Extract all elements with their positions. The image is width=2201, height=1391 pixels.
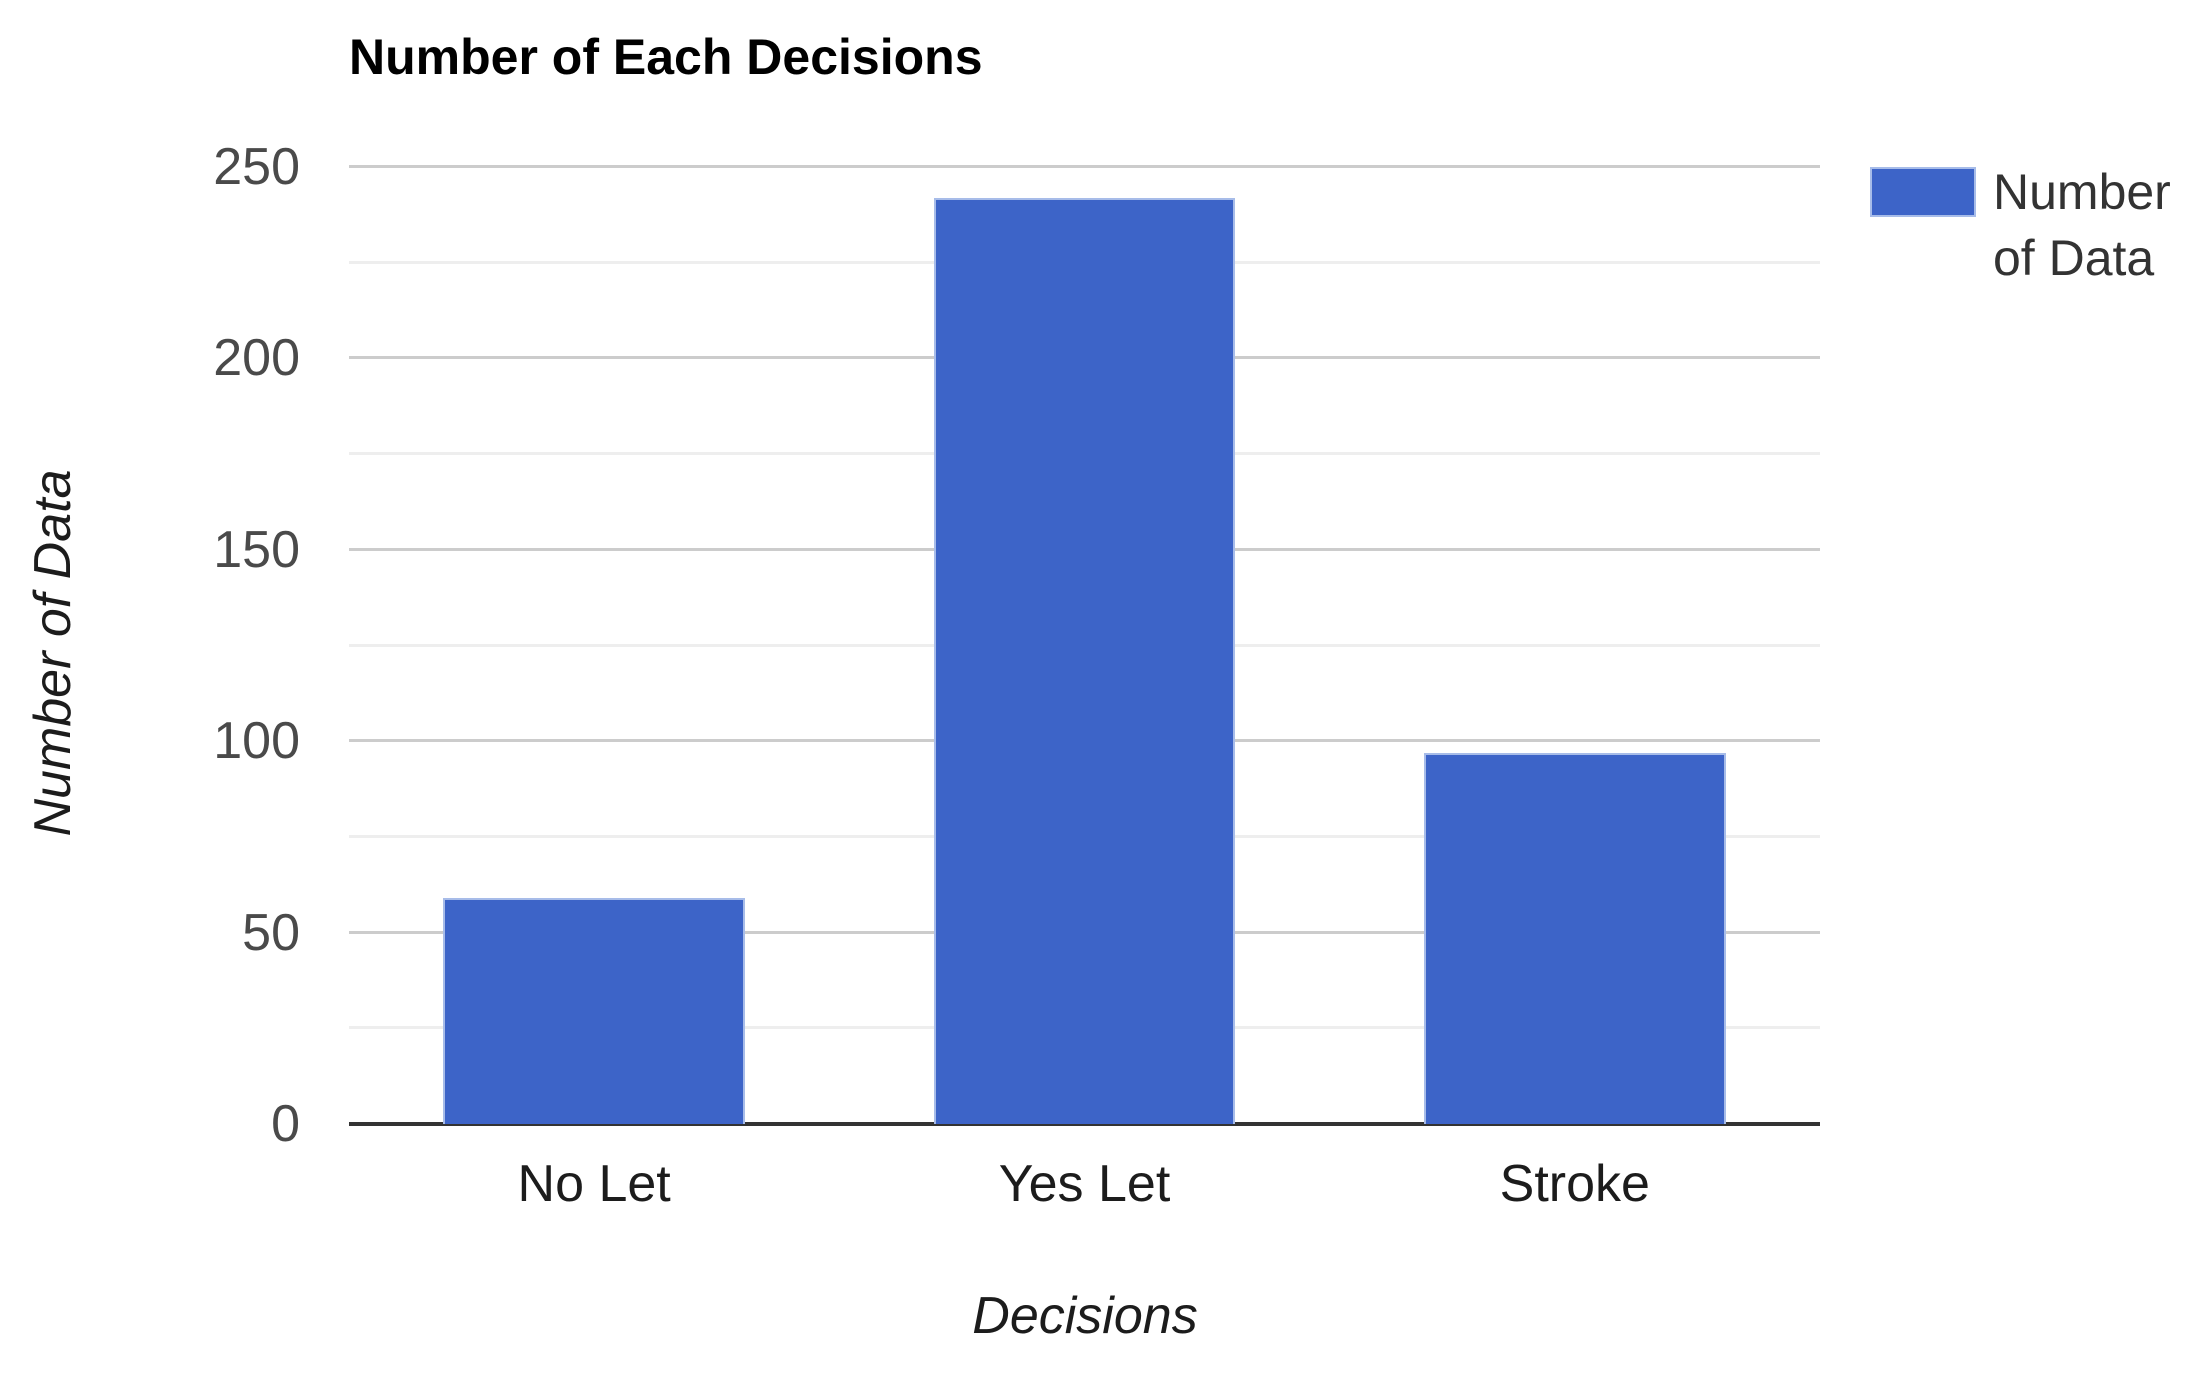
major-gridline-250 — [349, 165, 1820, 168]
y-tick-label-150: 150 — [213, 520, 300, 579]
x-axis-baseline — [349, 1122, 1820, 1126]
x-category-label-no-let: No Let — [517, 1155, 671, 1213]
legend-label-line1: Number — [1993, 164, 2171, 220]
y-tick-label-50: 50 — [242, 903, 300, 962]
y-axis-title: Number of Data — [24, 469, 82, 837]
y-tick-label-200: 200 — [213, 329, 300, 388]
plot-area — [349, 165, 1820, 1126]
y-tick-label-250: 250 — [213, 138, 300, 196]
bar-yes-let[interactable] — [933, 197, 1236, 1124]
bar-no-let[interactable] — [443, 898, 745, 1124]
chart-title: Number of Each Decisions — [349, 29, 983, 85]
x-category-label-stroke: Stroke — [1499, 1155, 1650, 1213]
x-category-label-yes-let: Yes Let — [998, 1155, 1171, 1213]
bar-stroke[interactable] — [1424, 752, 1726, 1124]
x-axis-title: Decisions — [972, 1287, 1198, 1345]
legend-swatch[interactable] — [1870, 167, 1976, 217]
y-tick-label-0: 0 — [271, 1095, 300, 1153]
legend-label: Number of Data — [1993, 159, 2171, 291]
y-tick-label-100: 100 — [213, 712, 300, 771]
legend-label-line2: of Data — [1993, 230, 2155, 286]
